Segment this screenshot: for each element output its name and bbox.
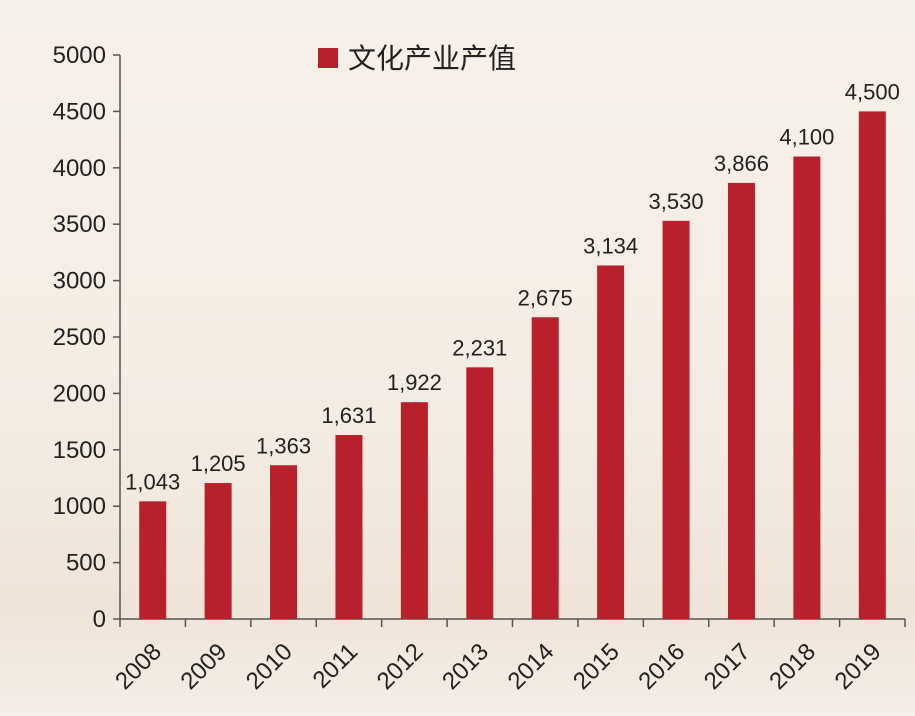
value-labels: 1,043 1,205 1,363 1,631 1,922 2,231 2,675 3,134… xyxy=(125,79,900,494)
bar-2019 xyxy=(858,111,886,620)
value-label-2019: 4,500 xyxy=(845,79,900,104)
bar-2009 xyxy=(204,483,232,619)
x-tick-label: 2018 xyxy=(764,638,821,695)
x-tick-label: 2017 xyxy=(699,638,756,695)
y-tick-label: 0 xyxy=(93,606,106,633)
legend-label: 文化产业产值 xyxy=(348,43,516,74)
legend: 文化产业产值 xyxy=(318,43,516,74)
bars xyxy=(139,111,886,620)
x-tick-label: 2010 xyxy=(241,638,298,695)
value-label-2013: 2,231 xyxy=(452,335,507,360)
x-tick-label: 2019 xyxy=(830,638,887,695)
y-tick-label: 4500 xyxy=(53,98,106,125)
bar-2018 xyxy=(793,156,821,619)
value-label-2016: 3,530 xyxy=(649,189,704,214)
y-tick-label: 4000 xyxy=(53,155,106,182)
value-label-2012: 1,922 xyxy=(387,370,442,395)
value-label-2010: 1,363 xyxy=(256,433,311,458)
y-tick-label: 2500 xyxy=(53,324,106,351)
bar-2017 xyxy=(727,182,755,619)
x-tick-label: 2013 xyxy=(437,638,494,695)
bar-2011 xyxy=(335,435,363,619)
value-label-2015: 3,134 xyxy=(583,233,638,258)
y-tick-label: 1500 xyxy=(53,437,106,464)
x-tick-label: 2015 xyxy=(568,638,625,695)
x-tick-label: 2008 xyxy=(110,638,167,695)
value-label-2014: 2,675 xyxy=(518,285,573,310)
x-tick-label: 2009 xyxy=(176,638,233,695)
bar-2016 xyxy=(662,220,690,620)
legend-swatch xyxy=(318,48,338,68)
y-tick-label: 2000 xyxy=(53,380,106,407)
value-label-2011: 1,631 xyxy=(321,403,376,428)
x-tick-label: 2016 xyxy=(633,638,690,695)
value-label-2017: 3,866 xyxy=(714,151,769,176)
x-tick-labels: 2008 2009 2010 2011 2012 2013 2014 2015 2016 2017… xyxy=(110,638,886,695)
x-tick-label: 2012 xyxy=(372,638,429,695)
value-label-2018: 4,100 xyxy=(779,125,834,150)
value-label-2008: 1,043 xyxy=(125,469,180,494)
bar-2010 xyxy=(270,465,298,619)
y-tick-label: 500 xyxy=(66,550,106,577)
axes xyxy=(113,54,906,627)
y-tick-label: 5000 xyxy=(53,42,106,69)
bar-2013 xyxy=(466,367,494,619)
bar-2015 xyxy=(597,265,625,619)
y-tick-labels: 0 500 1000 1500 2000 2500 3000 3500 4000 4500 5000 xyxy=(53,42,106,633)
value-label-2009: 1,205 xyxy=(191,451,246,476)
bar-2008 xyxy=(139,501,167,619)
x-tick-label: 2011 xyxy=(308,638,364,694)
bar-2014 xyxy=(531,317,559,619)
y-tick-label: 3000 xyxy=(53,268,106,295)
x-tick-label: 2014 xyxy=(503,638,560,695)
bar-2012 xyxy=(400,402,428,619)
y-tick-label: 3500 xyxy=(53,211,106,238)
y-tick-label: 1000 xyxy=(53,493,106,520)
